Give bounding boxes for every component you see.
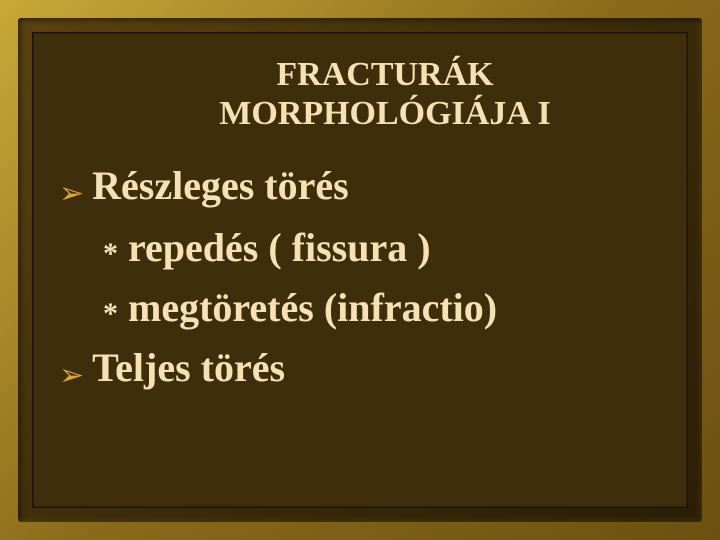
title-line-2: MORPHOLÓGIÁJA I (219, 95, 551, 132)
bullet-text: Részleges törés (92, 161, 349, 211)
slide-mid-frame: FRACTURÁK MORPHOLÓGIÁJA I ➢ Részleges tö… (18, 18, 702, 522)
list-item: ➢ Részleges törés (59, 161, 661, 211)
list-item: * repedés ( fissura ) (103, 223, 661, 273)
list-item: ➢ Teljes törés (59, 343, 661, 393)
chevron-icon: ➢ (59, 361, 84, 391)
bullet-text: megtöretés (infractio) (128, 283, 497, 333)
asterisk-icon: * (103, 299, 118, 329)
slide-content-panel: FRACTURÁK MORPHOLÓGIÁJA I ➢ Részleges tö… (32, 32, 688, 508)
bullet-text: Teljes törés (92, 343, 285, 393)
chevron-icon: ➢ (59, 179, 84, 209)
slide-title: FRACTURÁK MORPHOLÓGIÁJA I (59, 55, 661, 133)
bullet-text: repedés ( fissura ) (128, 223, 431, 273)
title-line-1: FRACTURÁK (276, 56, 493, 93)
list-item: * megtöretés (infractio) (103, 283, 661, 333)
slide-outer-frame: FRACTURÁK MORPHOLÓGIÁJA I ➢ Részleges tö… (0, 0, 720, 540)
asterisk-icon: * (103, 239, 118, 269)
